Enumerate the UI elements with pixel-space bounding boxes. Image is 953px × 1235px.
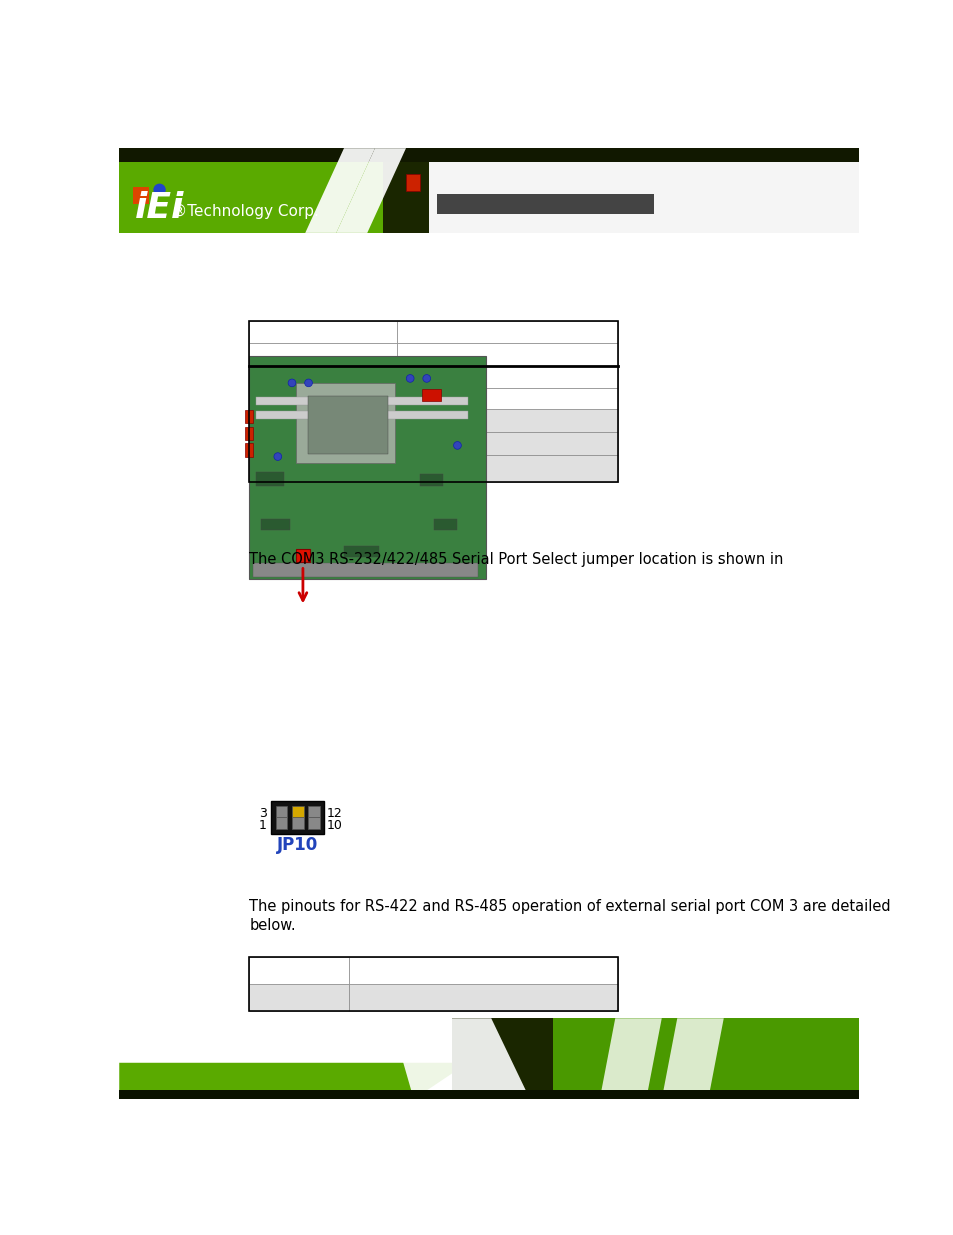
Text: The COM3 RS-232/422/485 Serial Port Select jumper location is shown in: The COM3 RS-232/422/485 Serial Port Sele… xyxy=(249,552,783,567)
Text: 1: 1 xyxy=(258,819,266,831)
Bar xyxy=(249,983,349,1010)
Bar xyxy=(275,818,287,829)
Bar xyxy=(308,818,319,829)
Bar xyxy=(249,456,396,483)
Text: 10: 10 xyxy=(326,819,342,831)
Polygon shape xyxy=(119,1063,468,1099)
Bar xyxy=(119,1019,858,1099)
Polygon shape xyxy=(390,1019,530,1099)
Bar xyxy=(253,563,477,577)
Bar xyxy=(292,805,303,818)
Bar xyxy=(119,148,858,162)
Bar xyxy=(349,957,617,983)
Bar xyxy=(396,321,617,343)
Bar xyxy=(245,410,253,422)
Polygon shape xyxy=(661,1019,723,1099)
Bar xyxy=(119,1091,858,1099)
Circle shape xyxy=(304,379,312,387)
Bar xyxy=(419,474,443,485)
Circle shape xyxy=(422,374,430,383)
Bar xyxy=(344,546,379,557)
Bar xyxy=(249,432,396,456)
Bar xyxy=(406,174,419,190)
Bar xyxy=(396,432,617,456)
Bar xyxy=(119,148,858,233)
Bar xyxy=(245,443,253,457)
Circle shape xyxy=(288,379,295,387)
Bar xyxy=(255,398,468,405)
Bar xyxy=(249,356,485,579)
Bar xyxy=(249,321,617,483)
Text: .: . xyxy=(596,552,720,567)
Bar xyxy=(308,805,319,818)
Bar xyxy=(249,388,396,409)
Text: 12: 12 xyxy=(326,806,341,820)
Circle shape xyxy=(453,442,461,450)
Bar xyxy=(396,343,617,366)
Bar xyxy=(133,186,149,204)
Bar xyxy=(396,409,617,432)
Text: below.: below. xyxy=(249,918,295,932)
Bar xyxy=(396,366,617,388)
Bar xyxy=(249,343,396,366)
Circle shape xyxy=(274,453,281,461)
Bar xyxy=(553,1019,858,1099)
Text: JP10: JP10 xyxy=(277,836,318,855)
Polygon shape xyxy=(335,148,406,233)
Bar xyxy=(249,957,349,983)
Bar xyxy=(245,426,253,440)
Bar xyxy=(255,472,284,485)
Bar xyxy=(249,957,617,1010)
Bar xyxy=(349,983,617,1010)
Text: iEi: iEi xyxy=(134,190,184,225)
Bar xyxy=(429,148,858,233)
Bar xyxy=(434,519,457,530)
Text: 3: 3 xyxy=(258,806,266,820)
Bar xyxy=(255,411,468,419)
Bar xyxy=(436,194,654,214)
Bar xyxy=(295,548,310,562)
Bar xyxy=(249,321,396,343)
Bar xyxy=(271,802,323,834)
Bar xyxy=(452,1019,858,1099)
Text: The pinouts for RS-422 and RS-485 operation of external serial port COM 3 are de: The pinouts for RS-422 and RS-485 operat… xyxy=(249,899,890,914)
Polygon shape xyxy=(599,1019,661,1099)
Bar xyxy=(421,389,440,401)
Bar xyxy=(307,396,388,454)
Bar xyxy=(261,519,290,530)
Polygon shape xyxy=(305,148,375,233)
Bar xyxy=(292,818,303,829)
Bar xyxy=(119,148,382,233)
Text: ®Technology Corp.: ®Technology Corp. xyxy=(172,204,318,219)
Bar xyxy=(249,409,396,432)
Circle shape xyxy=(153,184,166,196)
Bar xyxy=(275,805,287,818)
Bar xyxy=(249,366,396,388)
Bar xyxy=(396,456,617,483)
Circle shape xyxy=(406,374,414,383)
Bar xyxy=(295,383,395,463)
Bar xyxy=(396,388,617,409)
